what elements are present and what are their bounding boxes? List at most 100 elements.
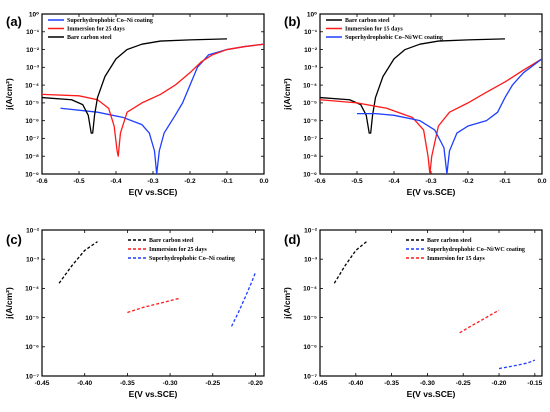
plot-frame bbox=[41, 229, 265, 377]
x-tick-label: -0.6 bbox=[314, 178, 326, 185]
y-axis-label: j(A/cm²) bbox=[4, 287, 14, 320]
legend-label: Immersion for 25 days bbox=[149, 247, 207, 253]
x-tick-label: -0.20 bbox=[248, 380, 263, 387]
series-line-3 bbox=[230, 272, 257, 327]
x-tick-label: -0.35 bbox=[120, 380, 135, 387]
series-line-1 bbox=[333, 241, 367, 284]
legend: Superhydrophobic Co–Ni coating Immersion … bbox=[48, 18, 153, 41]
legend-label: Superhydrophobic Co–Ni/WC coating bbox=[427, 247, 525, 253]
legend: Bare carbon steel Immersion for 25 days Su… bbox=[128, 238, 235, 262]
y-tick-label: 10⁻³ bbox=[304, 65, 318, 72]
y-tick-label: 10⁻¹ bbox=[304, 29, 317, 36]
y-tick-label: 10⁻⁷ bbox=[26, 136, 40, 143]
y-tick-label: 10⁻⁷ bbox=[304, 373, 318, 380]
x-tick-label: -0.4 bbox=[388, 178, 400, 185]
x-tick-label: 0.0 bbox=[537, 178, 546, 185]
x-tick-label: -0.3 bbox=[425, 178, 437, 185]
panel-label: (d) bbox=[284, 232, 301, 247]
series-line-2 bbox=[127, 297, 179, 314]
x-axis-label: E(V vs.SCE) bbox=[129, 187, 178, 197]
y-tick-label: 10⁻⁸ bbox=[303, 154, 317, 161]
x-tick-label: -0.35 bbox=[384, 380, 399, 387]
y-tick-label: 10⁻⁷ bbox=[26, 373, 40, 380]
y-tick-label: 10⁻² bbox=[26, 227, 40, 234]
x-tick-label: -0.15 bbox=[527, 380, 542, 387]
y-tick-label: 10⁻⁹ bbox=[25, 171, 39, 178]
panel-label: (c) bbox=[6, 232, 22, 247]
y-tick-label: 10⁻⁸ bbox=[25, 154, 39, 161]
x-tick-label: -0.3 bbox=[147, 178, 159, 185]
x-tick-label: -0.1 bbox=[221, 178, 233, 185]
x-tick-label: -0.30 bbox=[420, 380, 435, 387]
x-tick-label: -0.20 bbox=[492, 380, 507, 387]
x-tick-label: -0.40 bbox=[77, 380, 92, 387]
legend: Bare carbon steel Superhydrophobic Co–Ni/… bbox=[406, 238, 525, 262]
x-tick-label: -0.45 bbox=[35, 380, 50, 387]
legend-label: Superhydrophobic Co–Ni coating bbox=[67, 18, 153, 24]
legend-label: Bare carbon steel bbox=[67, 35, 112, 41]
x-axis-label: E(V vs.SCE) bbox=[129, 389, 178, 399]
x-tick-label: -0.25 bbox=[456, 380, 471, 387]
legend-label: Bare carbon steel bbox=[149, 238, 194, 244]
y-tick-label: 10⁻³ bbox=[26, 257, 40, 264]
legend-label: Superhydrophobic Co–Ni/WC coating bbox=[345, 35, 443, 41]
y-tick-label: 10⁻⁶ bbox=[303, 344, 317, 351]
panel-a: (a) -0.6 -0.5 -0.4 -0.3 -0.2 -0.1 0.0 10⁻⁹ 10⁻⁸ 10… bbox=[4, 11, 269, 197]
legend-label: Immersion for 15 days bbox=[345, 27, 403, 33]
y-tick-label: 10⁻⁶ bbox=[25, 118, 39, 125]
y-tick-label: 10⁻⁷ bbox=[304, 136, 318, 143]
legend-label: Bare carbon steel bbox=[427, 238, 472, 244]
series-line-1 bbox=[320, 38, 506, 134]
y-tick-label: 10⁻⁵ bbox=[25, 315, 39, 322]
series-line-1 bbox=[58, 241, 98, 284]
x-axis-label: E(V vs.SCE) bbox=[407, 389, 456, 399]
y-tick-label: 10⁻⁹ bbox=[303, 171, 317, 178]
x-tick-label: -0.6 bbox=[36, 178, 48, 185]
legend-label: Immersion for 25 days bbox=[67, 27, 125, 33]
series-line-2 bbox=[42, 43, 264, 157]
y-tick-label: 10⁻⁶ bbox=[303, 118, 317, 125]
panel-label: (b) bbox=[284, 14, 301, 29]
legend-label: Superhydrophobic Co–Ni coating bbox=[149, 256, 235, 262]
x-tick-label: -0.5 bbox=[351, 178, 363, 185]
series-line-3 bbox=[42, 38, 228, 134]
y-tick-label: 10⁻⁴ bbox=[303, 286, 317, 293]
y-tick-label: 10⁰ bbox=[307, 11, 317, 18]
legend-label: Immersion for 15 days bbox=[427, 256, 485, 262]
y-tick-label: 10⁻⁴ bbox=[303, 82, 317, 89]
legend-label: Bare carbon steel bbox=[345, 18, 390, 24]
y-tick-label: 10⁻¹ bbox=[26, 29, 39, 36]
x-tick-label: -0.30 bbox=[163, 380, 178, 387]
x-tick-label: -0.45 bbox=[313, 380, 328, 387]
y-tick-label: 10⁻³ bbox=[304, 257, 318, 264]
y-tick-label: 10⁻⁴ bbox=[25, 286, 39, 293]
y-tick-label: 10⁻⁵ bbox=[25, 100, 39, 107]
y-tick-label: 10⁻⁶ bbox=[25, 344, 39, 351]
series-line-3 bbox=[459, 309, 500, 334]
x-tick-label: -0.5 bbox=[73, 178, 85, 185]
x-tick-label: -0.2 bbox=[184, 178, 196, 185]
y-tick-label: 10⁻² bbox=[26, 47, 40, 54]
panel-d: (d) -0.45 -0.40 -0.35 -0.30 -0.25 -0.20 -0.15 10… bbox=[282, 227, 543, 399]
x-tick-label: 0.0 bbox=[259, 178, 268, 185]
y-tick-label: 10⁻⁵ bbox=[303, 100, 317, 107]
series-line-3 bbox=[357, 58, 542, 174]
x-tick-label: -0.40 bbox=[348, 380, 363, 387]
series-line-2 bbox=[320, 58, 542, 174]
panel-c: (c) -0.45 -0.40 -0.35 -0.30 -0.25 -0.20 10⁻⁷ 10⁻… bbox=[4, 227, 265, 399]
x-tick-label: -0.1 bbox=[499, 178, 511, 185]
y-tick-label: 10⁻² bbox=[304, 47, 318, 54]
x-axis-label: E(V vs.SCE) bbox=[407, 187, 456, 197]
panel-b: (b) -0.6 -0.5 -0.4 -0.3 -0.2 -0.1 0.0 10⁻⁹ 10⁻⁸ 10… bbox=[282, 11, 547, 197]
y-tick-label: 10⁻³ bbox=[26, 65, 40, 72]
panel-label: (a) bbox=[6, 14, 22, 29]
x-tick-label: -0.2 bbox=[462, 178, 474, 185]
y-tick-label: 10⁻² bbox=[304, 227, 318, 234]
y-axis-label: j(A/cm²) bbox=[282, 287, 292, 320]
y-axis-label: j(A/cm²) bbox=[282, 78, 292, 111]
plot-frame bbox=[319, 229, 543, 377]
y-tick-label: 10⁻⁴ bbox=[25, 82, 39, 89]
x-tick-label: -0.25 bbox=[205, 380, 220, 387]
x-tick-label: -0.4 bbox=[110, 178, 122, 185]
